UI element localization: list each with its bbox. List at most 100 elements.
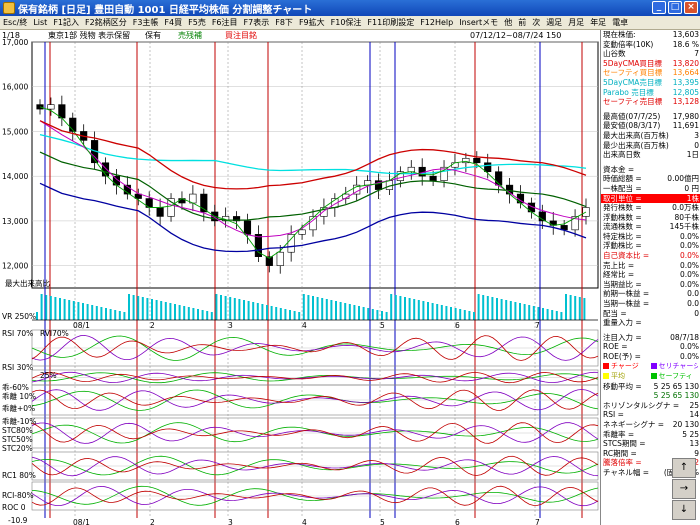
volume-bar [95,306,98,320]
menu-item-16[interactable]: 前 [518,18,527,27]
menu-item-14[interactable]: Insertメモ [459,18,499,27]
range-stat-value: 3 [694,130,699,140]
volume-bar [321,298,324,320]
rvi-label: RVI70% [40,329,69,338]
volume-bar [339,302,342,320]
menu-item-6[interactable]: F5売 [188,18,206,27]
price-stat-label: 山谷数 [603,49,626,59]
menu-item-19[interactable]: 月足 [568,18,585,27]
window-controls: _ □ × [652,1,698,14]
volume-bar [298,312,301,320]
legend-swatch [650,372,657,379]
menu-item-5[interactable]: F4買 [164,18,183,27]
deviation4-label: 乖離-10% [2,416,36,426]
volume-bar [565,294,567,320]
price-tick-label: 17,000 [2,38,28,47]
title-bar: 保有銘柄 [日足] 豊田自動 1001 日経平均株価 分割調整チャート _ □ … [0,0,700,16]
ma5-line [39,106,587,259]
fundamental-label: 発行株数 = [603,203,642,213]
menu-item-11[interactable]: F10保注 [330,18,362,27]
chart-page-indicator: 1/18 [2,31,20,40]
close-button[interactable]: × [684,1,698,14]
menu-item-15[interactable]: 他 [504,18,513,27]
attention-value: 0.0% [679,352,699,361]
candle-body [462,157,470,164]
attention-value: 08/7/18 [670,332,699,342]
fundamental-row: 経常比 = 0.0% [601,270,700,280]
minimize-button[interactable]: _ [652,1,666,14]
scroll-right-button[interactable]: → [672,479,696,499]
volume-bar [436,304,439,320]
indicator-setting-label: 騰落倍率 = [603,458,642,468]
price-stat-row: 5DayCMA売目標 13,395 [601,78,700,88]
fundamental-value: 0.00億円 [667,174,699,184]
menu-item-1[interactable]: List [33,18,48,27]
menu-item-8[interactable]: F7表示 [243,18,270,27]
volume-bar [155,300,158,320]
maximize-button[interactable]: □ [668,1,682,14]
price-stat-label: セーフティ売目標 [603,97,663,107]
candle-body [232,216,241,222]
price-stat-row: 現在株価: 13,603 [601,30,700,40]
range-stat-label: 出来高日数 [603,150,641,160]
menu-item-18[interactable]: 週足 [546,18,563,27]
price-stat-value: 13,128 [672,97,699,107]
rci-minus-label: RCI-80% [2,491,34,500]
menu-item-10[interactable]: F9拡大 [298,18,325,27]
menu-item-4[interactable]: F3主帳 [132,18,159,27]
volume-label: 最大出来高比 [5,278,50,288]
volume-bar [583,298,586,320]
volume-bar [49,296,52,320]
candle-body [167,198,175,217]
fundamental-value: 0.0% [679,251,699,261]
menu-item-21[interactable]: 電卓 [612,18,629,27]
price-chart[interactable]: 1/18 東京1部 残物 表示保留 保有 売残補 買注目銘 07/12/12~08/7/2… [0,30,600,525]
scroll-down-button[interactable]: ↓ [672,500,696,520]
volume-bar [72,301,75,320]
volume-bar [514,302,517,320]
candle-body [451,162,459,168]
volume-bar [40,294,43,320]
candle-body [473,157,481,164]
menu-item-7[interactable]: F6注目 [211,18,238,27]
menu-item-2[interactable]: F1記入 [53,18,80,27]
bottom-scale-label: -10.9 [8,516,28,525]
menu-item-12[interactable]: F11印刷設定 [367,18,415,27]
pct25-label: 25% [40,371,57,380]
candle-body [156,207,164,217]
candle-body [243,220,252,235]
scroll-pad: ↑ → ↓ [672,458,696,522]
volume-bar [404,297,406,320]
attention-value: 0.0% [679,342,699,352]
stc80-label: STC80% [2,426,33,435]
range-stat-value: 0 [694,140,699,150]
menu-item-0[interactable]: Esc/終 [3,18,28,27]
volume-bar [376,310,379,320]
volume-bar [86,304,89,320]
fundamental-row: 取引単位 = 1株 [601,193,700,204]
candle-body [396,171,404,181]
indicator-setting-row: RC期間 = 9 [601,449,700,459]
fundamental-row: 発行株数 = 0.0万株 [601,203,700,213]
fundamental-value: 0.0% [679,260,699,270]
volume-bar [450,307,452,320]
candle-body [69,117,77,132]
volume-bar [109,309,112,320]
scroll-up-button[interactable]: ↑ [672,458,696,478]
fundamental-label: 取引単位 = [603,193,642,203]
volume-bar [417,300,420,320]
menu-item-20[interactable]: 年足 [590,18,607,27]
menu-item-13[interactable]: F12Help [420,18,454,27]
volume-bar [316,297,319,320]
fundamental-label: 前期一株益 = [603,289,650,299]
pct-pane-line [31,372,599,384]
fundamental-row: 重量入力 = [601,318,700,328]
month-label: 2 [150,518,155,525]
menu-item-3[interactable]: F2銘柄区分 [85,18,127,27]
ma130-line [39,133,587,175]
volume-bar [486,296,489,320]
fundamental-value: 0 [694,308,699,318]
menu-item-9[interactable]: F8下 [275,18,293,27]
menu-item-17[interactable]: 次 [532,18,541,27]
indicator-setting-row: 5 25 65 130 [601,391,700,401]
